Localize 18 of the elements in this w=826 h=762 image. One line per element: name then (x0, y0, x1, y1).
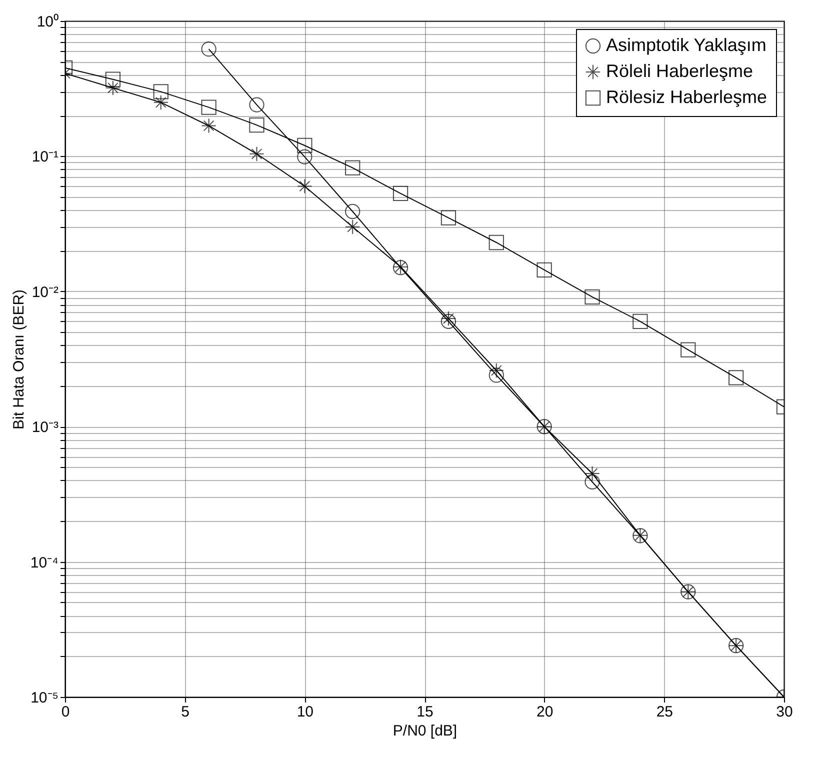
y-tick-label: 10⁻¹ (32, 148, 58, 166)
y-tick-label: 10⁻³ (32, 419, 58, 436)
y-tick-label: 10⁻² (32, 284, 58, 301)
x-tick-label: 10 (296, 704, 314, 720)
y-tick-label: 10⁰ (36, 14, 58, 30)
x-tick-label: 20 (536, 704, 554, 720)
x-tick-label: 30 (776, 704, 793, 720)
legend-label: Röleli Haberleşme (606, 61, 754, 81)
x-tick-label: 25 (656, 704, 674, 720)
x-tick-label: 0 (61, 704, 70, 720)
legend-label: Rölesiz Haberleşme (606, 87, 768, 107)
legend-label: Asimptotik Yaklaşım (606, 35, 766, 55)
y-tick-label: 10⁻⁴ (30, 554, 58, 572)
x-axis-title: P/N0 [dB] (392, 722, 458, 740)
x-tick-label: 5 (181, 704, 190, 720)
y-tick-label: 10⁻⁵ (30, 690, 58, 706)
y-axis-title: Bit Hata Oranı (BER) (10, 289, 28, 430)
x-tick-label: 15 (416, 704, 434, 720)
